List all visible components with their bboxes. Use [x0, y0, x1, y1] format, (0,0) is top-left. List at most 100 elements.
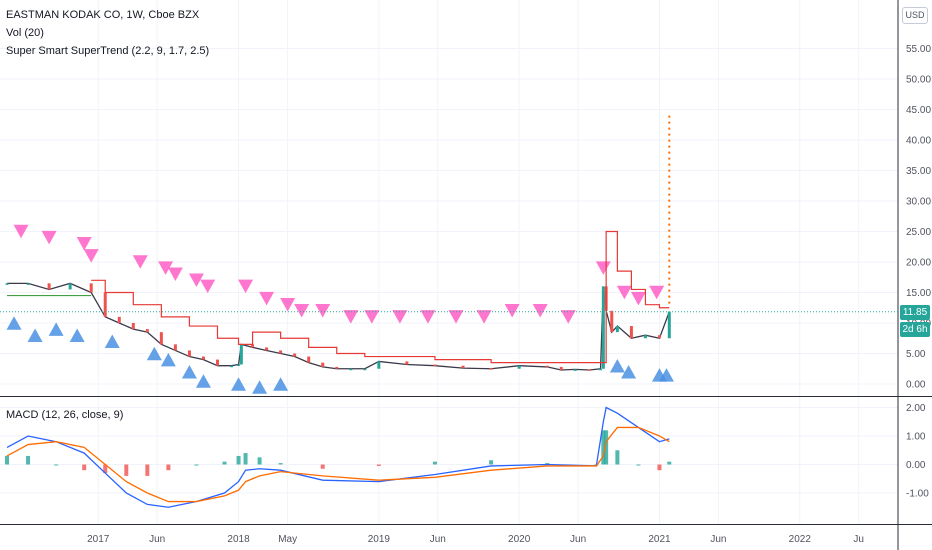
y-tick-label: 15.00: [906, 288, 931, 299]
sell-signal-marker: [504, 304, 520, 318]
price-candle: [517, 365, 521, 369]
macd-histogram-bar: [657, 464, 662, 471]
sell-signal-marker: [532, 304, 548, 318]
macd-histogram-bar: [194, 464, 199, 466]
price-candle: [405, 361, 409, 365]
sell-signal-marker: [83, 249, 99, 263]
macd-histogram-bar: [545, 463, 550, 465]
price-candle: [657, 335, 661, 339]
y-tick-label: 40.00: [906, 136, 931, 147]
sell-signal-marker: [392, 310, 408, 324]
sell-signal-marker: [476, 310, 492, 324]
x-tick-label: Jun: [149, 534, 165, 545]
x-tick-label: 2017: [87, 534, 110, 545]
y-tick-label: 45.00: [906, 105, 931, 116]
supertrend-legend[interactable]: Super Smart SuperTrend (2.2, 9, 1.7, 2.5…: [6, 45, 210, 57]
macd-histogram-bar: [222, 461, 227, 465]
price-candle: [615, 326, 619, 333]
sell-signal-marker: [448, 310, 464, 324]
price-candle: [265, 347, 269, 351]
sell-signal-marker: [158, 261, 174, 275]
buy-signal-marker: [658, 368, 674, 382]
sell-signal-marker: [364, 310, 380, 324]
price-candle: [667, 311, 671, 339]
x-tick-label: Jun: [570, 534, 586, 545]
price-candle: [251, 344, 255, 348]
price-candle: [237, 364, 241, 366]
macd-histogram-bar: [667, 461, 672, 465]
macd-tick-label: 0.00: [906, 460, 926, 471]
sell-signal-marker: [132, 255, 148, 269]
price-candle: [461, 365, 465, 369]
price-candle: [215, 359, 219, 366]
sell-signal-marker: [167, 267, 183, 281]
macd-histogram-bar: [236, 455, 241, 465]
price-candle: [363, 368, 367, 371]
currency-button[interactable]: USD: [902, 7, 928, 24]
y-tick-label: 35.00: [906, 166, 931, 177]
macd-histogram-bar: [257, 457, 262, 465]
buy-signal-marker: [252, 380, 268, 394]
macd-histogram-bar: [145, 464, 150, 476]
price-candle: [573, 369, 577, 371]
macd-histogram-bar: [320, 464, 325, 469]
grid: [0, 0, 898, 524]
buy-signal-marker: [160, 352, 176, 367]
sell-signal-marker: [315, 304, 331, 318]
macd-histogram-bar: [103, 464, 108, 474]
macd-histogram-bar: [166, 464, 171, 471]
sell-signal-marker: [200, 279, 216, 294]
macd-histogram-bar: [604, 430, 609, 465]
price-candle: [629, 326, 633, 339]
price-candle: [187, 350, 191, 357]
price-candle: [307, 356, 311, 363]
price-candle: [159, 332, 163, 345]
macd-histogram-bar: [489, 460, 494, 465]
price-candle: [599, 368, 603, 371]
price-candle: [587, 369, 591, 371]
macd-signal-line: [6, 426, 670, 503]
buy-signal-marker: [48, 322, 64, 336]
macd-legend[interactable]: MACD (12, 26, close, 9): [6, 409, 124, 421]
sell-signal-marker: [560, 310, 576, 324]
price-candle: [489, 368, 493, 370]
macd-histogram-bar: [615, 450, 620, 465]
price-candle: [239, 344, 243, 365]
macd-tick-label: -1.00: [906, 489, 929, 500]
macd-histogram-bar: [54, 464, 59, 466]
x-tick-label: 2020: [508, 534, 531, 545]
buy-signal-marker: [146, 346, 162, 361]
price-candle: [293, 353, 297, 357]
macd-histogram-bar: [278, 463, 283, 465]
bar-countdown-label: 2d 6h: [900, 322, 930, 337]
buy-signal-marker: [27, 328, 43, 342]
price-series: [0, 115, 898, 371]
price-candle: [643, 335, 647, 339]
macd-histogram-bar: [636, 464, 641, 466]
price-candle: [230, 365, 234, 368]
x-tick-label: Jun: [710, 534, 726, 545]
volume-legend[interactable]: Vol (20): [6, 27, 44, 39]
sell-signal-marker: [41, 230, 57, 245]
sell-signal-marker: [238, 279, 254, 294]
sell-signal-marker: [76, 236, 92, 251]
sell-signal-marker: [343, 310, 359, 324]
price-candle: [321, 362, 325, 367]
price-candle: [89, 283, 93, 293]
price-candle: [349, 368, 353, 371]
price-candle: [601, 286, 605, 369]
y-tick-label: 30.00: [906, 197, 931, 208]
sell-signal-marker: [294, 304, 310, 318]
sell-signal-marker: [259, 291, 275, 306]
y-tick-label: 55.00: [906, 44, 931, 55]
macd-series: [5, 406, 672, 508]
macd-histogram-bar: [376, 464, 381, 466]
price-candle: [559, 366, 563, 370]
price-candle: [117, 316, 121, 323]
price-candle: [173, 344, 177, 351]
sell-signal-marker: [649, 285, 665, 300]
sell-signal-marker: [420, 310, 436, 324]
price-candle: [279, 350, 283, 354]
